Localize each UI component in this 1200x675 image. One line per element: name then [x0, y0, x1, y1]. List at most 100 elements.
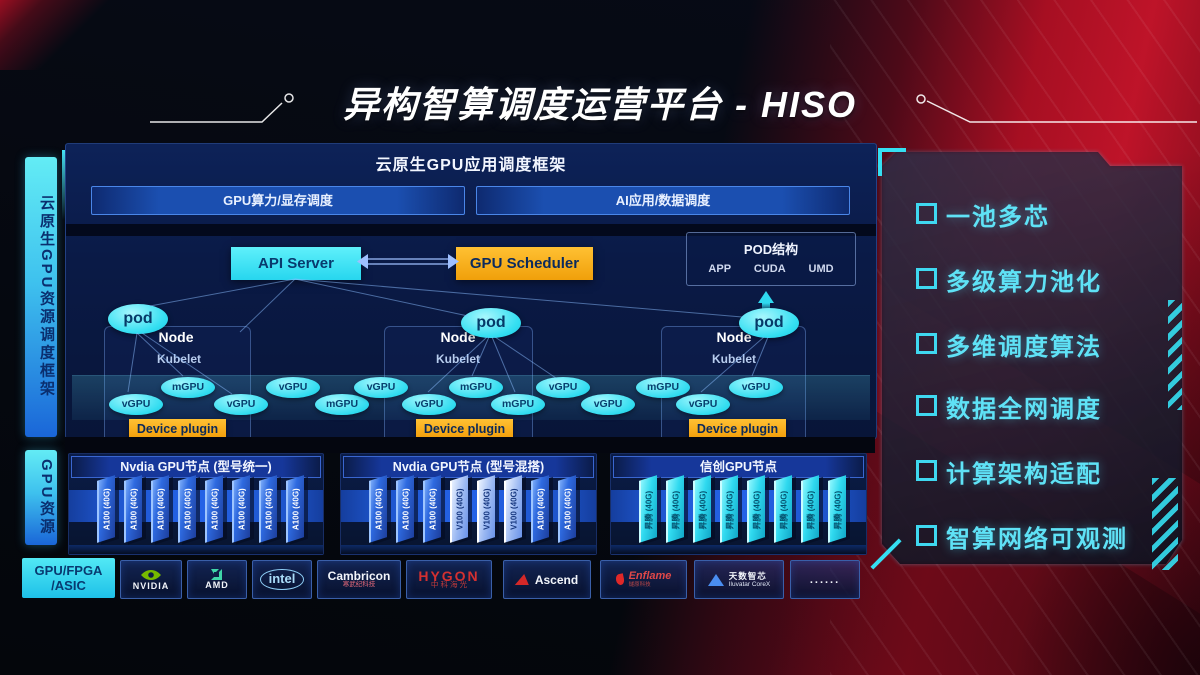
gpu-card-label: 昇腾 (40G): [644, 490, 654, 530]
gpu-card: A100 (40G): [151, 475, 169, 543]
feature-item: 多级算力池化: [946, 269, 1102, 296]
panel-base: [69, 545, 323, 554]
gpu-card-label: A100 (40G): [291, 488, 301, 531]
more-vendors-dots: ......: [809, 573, 841, 586]
vendor-name: HYGON: [418, 567, 480, 584]
ascend-logo-icon: [514, 574, 531, 585]
vendor-intel: intel: [252, 560, 312, 599]
gpu-card: A100 (40G): [423, 475, 441, 543]
gpu-card-label: A100 (40G): [237, 488, 247, 531]
gpu-card: 昇腾 (40G): [693, 475, 711, 543]
gpu-node-panel-title: 信创GPU节点: [613, 456, 864, 478]
framework-header: 云原生GPU应用调度框架: [375, 157, 567, 174]
panel-base: [611, 545, 866, 554]
gpu-card: V100 (40G): [450, 475, 468, 543]
gpu-card: 昇腾 (40G): [828, 475, 846, 543]
gpu-unit-ellipse: vGPU: [109, 394, 163, 415]
feature-bullet-icon: [916, 333, 937, 354]
nvidia-logo-icon: [141, 569, 161, 580]
gpu-node-panel-title: Nvdia GPU节点 (型号统一): [71, 456, 321, 478]
vendor-iluvatar: 天数智芯 Iluvatar CoreX: [694, 560, 784, 599]
vendor-hygon: HYGON 中 科 海 光: [406, 560, 492, 599]
gpu-scheduler-box: GPU Scheduler: [456, 247, 593, 280]
amd-logo-icon: [211, 569, 222, 580]
hazard-stripes: [1152, 478, 1178, 570]
panel-corner-accent: [878, 148, 906, 152]
gpu-card: A100 (40G): [97, 475, 115, 543]
vendor-name: 天数智芯: [728, 570, 767, 581]
up-arrow-stem: [762, 303, 770, 312]
pod-structure-box: POD结构 APP CUDA UMD: [686, 232, 856, 286]
feature-panel-bg: [882, 152, 1182, 564]
vendor-subname: 燧原科技: [628, 581, 651, 588]
gpu-unit-ellipse: vGPU: [581, 394, 635, 415]
device-plugin-3: Device plugin: [689, 419, 786, 440]
api-server-box: API Server: [231, 247, 361, 280]
gpu-unit-ellipse: vGPU: [536, 377, 590, 398]
gpu-card-label: 昇腾 (40G): [806, 490, 816, 530]
gpu-node-panel-xinchuang: 信创GPU节点 昇腾 (40G) 昇腾 (40G) 昇腾 (40G) 昇腾 (4…: [610, 453, 867, 555]
gpu-unit-ellipse: mGPU: [491, 394, 545, 415]
gpu-card: A100 (40G): [124, 475, 142, 543]
pod-ellipse-1: pod: [108, 304, 168, 334]
up-arrow-icon: [758, 291, 774, 303]
gpu-node-panel-uniform: Nvdia GPU节点 (型号统一) A100 (40G) A100 (40G)…: [68, 453, 324, 555]
chip-types-line2: /ASIC: [51, 578, 86, 593]
vendor-name: NVIDIA: [132, 580, 170, 591]
feature-bullet-icon: [916, 395, 937, 416]
gpu-card: A100 (40G): [259, 475, 277, 543]
pod-item-umd: UMD: [808, 263, 834, 275]
gpu-node-panel-mixed: Nvdia GPU节点 (型号混搭) A100 (40G) A100 (40G)…: [340, 453, 597, 555]
gpu-unit-ellipse: mGPU: [315, 394, 369, 415]
gpu-card-label: A100 (40G): [129, 488, 139, 531]
feature-item: 一池多芯: [946, 204, 1050, 231]
node-label-1: Node: [158, 329, 194, 345]
vendor-amd: AMD: [187, 560, 247, 599]
feature-panel: [882, 152, 1182, 564]
gpu-card: A100 (40G): [205, 475, 223, 543]
gpu-card: 昇腾 (40G): [747, 475, 765, 543]
kubelet-label-3: Kubelet: [711, 352, 756, 366]
gpu-unit-ellipse: vGPU: [729, 377, 783, 398]
feature-bullet-icon: [916, 525, 937, 546]
gpu-card: 昇腾 (40G): [801, 475, 819, 543]
gpu-card: 昇腾 (40G): [774, 475, 792, 543]
pod-structure-title: POD结构: [743, 242, 799, 257]
gpu-card: A100 (40G): [531, 475, 549, 543]
gpu-card: A100 (40G): [558, 475, 576, 543]
gpu-card-label: A100 (40G): [401, 488, 411, 531]
section-separator: [65, 437, 875, 453]
gpu-node-panel-title: Nvdia GPU节点 (型号混搭): [343, 456, 594, 478]
feature-bullet-icon: [916, 203, 937, 224]
pod-item-app: APP: [708, 263, 732, 275]
gpu-card: V100 (40G): [504, 475, 522, 543]
panel-base: [341, 545, 596, 554]
chip-types-box: GPU/FPGA /ASIC: [22, 558, 115, 598]
vendor-name: Cambricon: [327, 568, 391, 583]
gpu-card-label: A100 (40G): [156, 488, 166, 531]
device-plugin-2: Device plugin: [416, 419, 513, 440]
gpu-card: V100 (40G): [477, 475, 495, 543]
gpu-card: A100 (40G): [232, 475, 250, 543]
vendor-name: Enflame: [628, 569, 672, 582]
feature-item: 智算网络可观测: [946, 526, 1128, 553]
page-title: 异构智算调度运营平台 - HISO: [342, 84, 857, 125]
iluvatar-logo-icon: [707, 573, 724, 586]
gpu-card: 昇腾 (40G): [639, 475, 657, 543]
kubelet-label-1: Kubelet: [156, 352, 201, 366]
vendor-ascend: Ascend: [503, 560, 591, 599]
gpu-card-label: A100 (40G): [264, 488, 274, 531]
gpu-card-label: A100 (40G): [563, 488, 573, 531]
frame-left-accent: [62, 150, 66, 220]
feature-bullet-icon: [916, 460, 937, 481]
gpu-unit-ellipse: vGPU: [402, 394, 456, 415]
frame-divider: [66, 224, 876, 236]
hazard-stripes: [1168, 300, 1182, 410]
enflame-logo-icon: [614, 573, 625, 586]
sidebar-label-cloud-native-gpu: 云原生GPU资源调度框架: [25, 157, 57, 437]
feature-item: 数据全网调度: [946, 396, 1102, 423]
gpu-card-label: V100 (40G): [455, 488, 465, 530]
vendor-subname: Iluvatar CoreX: [728, 580, 771, 588]
gpu-card: 昇腾 (40G): [666, 475, 684, 543]
